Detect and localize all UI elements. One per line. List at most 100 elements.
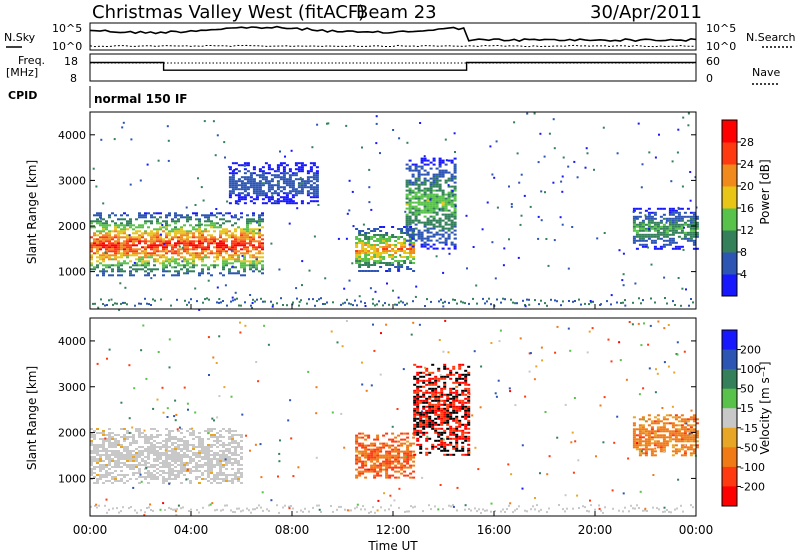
velocity-cell <box>653 434 657 437</box>
velocity-cell <box>382 464 386 467</box>
power-noise-cell <box>411 237 414 240</box>
velocity-cell <box>385 432 389 435</box>
power-cell <box>656 227 660 230</box>
velocity-cell <box>455 429 459 432</box>
power-cell <box>689 221 693 224</box>
velocity-cell <box>638 440 642 443</box>
velocity-cell <box>437 417 441 420</box>
velocity-cell <box>437 415 441 418</box>
velocity-cell <box>683 432 687 435</box>
power-cell <box>671 217 675 220</box>
power-cell <box>361 258 365 260</box>
velocity-cell <box>382 460 386 463</box>
velocity-cell <box>449 443 453 446</box>
power-cell <box>367 246 371 248</box>
velocity-cell <box>440 393 444 396</box>
power-ground-cell <box>486 300 488 303</box>
power-cell <box>162 254 165 257</box>
power-cell <box>207 240 210 243</box>
velocity-ground-cell <box>398 506 400 509</box>
velocity-ground-cell <box>548 507 550 510</box>
power-cell <box>668 211 672 214</box>
velocity-cell <box>692 420 696 423</box>
power-cell <box>417 187 421 190</box>
power-cell <box>273 192 277 195</box>
velocity-cell <box>90 442 93 444</box>
power-noise-cell <box>398 137 401 140</box>
power-cell <box>647 217 651 220</box>
power-cell <box>174 266 177 269</box>
velocity-cell <box>126 464 129 466</box>
velocity-cell <box>446 453 450 456</box>
velocity-cell <box>204 446 207 448</box>
velocity-cell <box>210 430 213 432</box>
power-cell <box>355 260 359 262</box>
power-cell <box>144 216 147 219</box>
power-cell <box>686 237 690 240</box>
power-cell <box>147 274 150 277</box>
power-cell <box>444 193 448 196</box>
velocity-cell <box>431 363 435 366</box>
power-cell <box>240 232 243 235</box>
power-cell <box>674 227 678 230</box>
power-ground-cell <box>264 300 266 303</box>
velocity-cell <box>434 407 438 410</box>
power-cell <box>647 213 651 216</box>
velocity-cell <box>105 450 108 452</box>
power-cell <box>228 176 232 179</box>
power-cell <box>420 201 424 204</box>
power-cell <box>282 162 286 165</box>
power-ground-cell <box>116 302 118 305</box>
velocity-cell <box>416 365 420 368</box>
velocity-cell <box>195 452 198 454</box>
power-cell <box>117 260 120 263</box>
power-cell <box>668 243 672 246</box>
power-cell <box>312 162 316 165</box>
velocity-cell <box>117 444 120 446</box>
power-cell <box>653 229 657 232</box>
power-cell <box>261 238 264 241</box>
power-cell <box>355 238 359 240</box>
velocity-cell <box>225 454 228 456</box>
power-cell <box>246 236 249 239</box>
velocity-cell <box>455 419 459 422</box>
power-cell <box>294 178 298 181</box>
velocity-cell <box>659 450 663 453</box>
power-cell <box>441 173 445 176</box>
power-cell <box>414 167 418 170</box>
power-cell <box>225 220 228 223</box>
power-cell <box>108 256 111 259</box>
power-cell <box>111 254 114 257</box>
power-cell <box>177 228 180 231</box>
velocity-cell <box>364 448 368 451</box>
power-cell <box>246 186 250 189</box>
power-cell <box>279 176 283 179</box>
power-noise-cell <box>519 223 522 226</box>
power-cell <box>261 194 265 197</box>
power-cell <box>201 270 204 273</box>
power-cell <box>180 268 183 271</box>
power-cell <box>653 213 657 216</box>
velocity-cell <box>413 409 417 412</box>
power-cell <box>285 194 289 197</box>
power-cell <box>234 260 237 263</box>
velocity-ground-cell <box>252 508 254 511</box>
velocity-cell <box>413 403 417 406</box>
power-cell <box>406 248 410 250</box>
velocity-cell <box>361 466 365 469</box>
velocity-ground-cell <box>106 511 108 514</box>
power-cell <box>376 228 380 230</box>
velocity-cell <box>195 468 198 470</box>
velocity-cell <box>150 466 153 468</box>
power-cell <box>180 226 183 229</box>
velocity-cell <box>156 434 159 436</box>
velocity-noise-cell <box>421 410 423 413</box>
velocity-cell <box>449 371 453 374</box>
velocity-cell <box>388 462 392 465</box>
power-cell <box>105 240 108 243</box>
velocity-cell <box>416 421 420 424</box>
power-cell <box>252 186 256 189</box>
velocity-cell <box>129 466 132 468</box>
velocity-cell <box>412 442 416 445</box>
power-cell <box>267 186 271 189</box>
